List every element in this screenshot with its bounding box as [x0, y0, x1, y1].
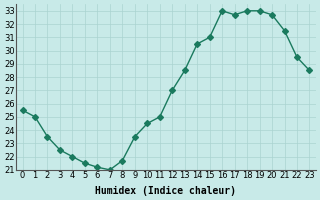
X-axis label: Humidex (Indice chaleur): Humidex (Indice chaleur) [95, 186, 236, 196]
